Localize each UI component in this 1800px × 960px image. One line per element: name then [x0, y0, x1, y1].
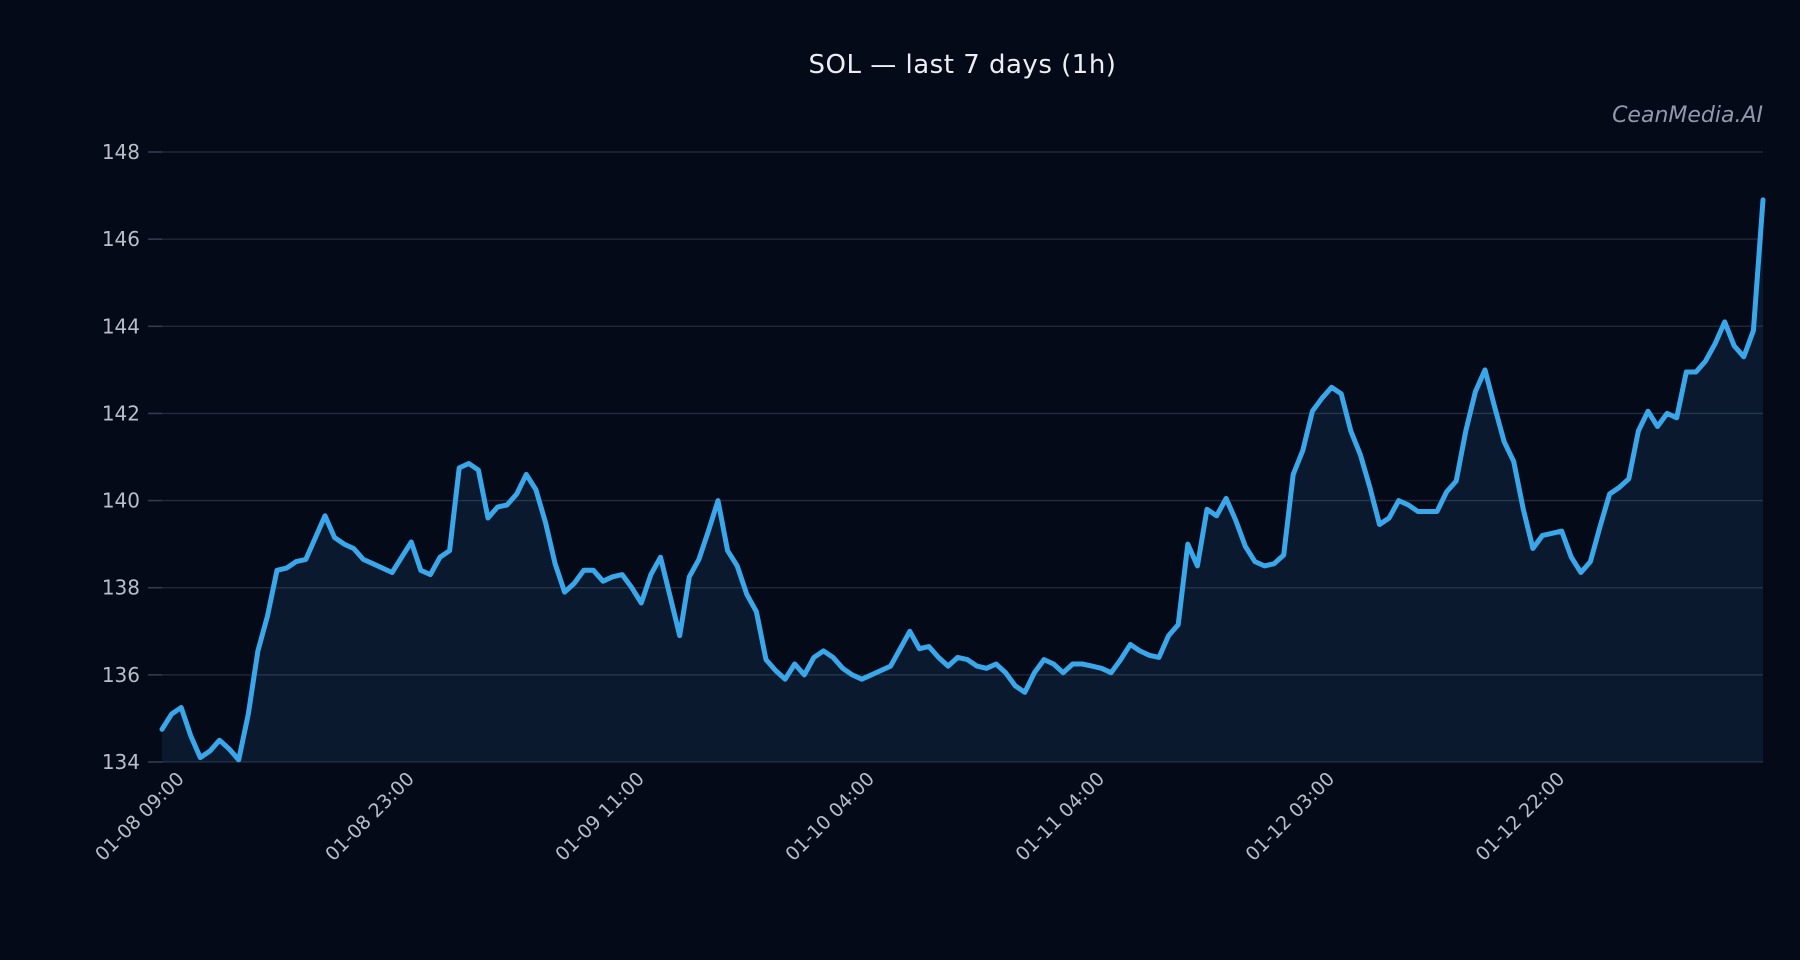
y-axis-labels: 134 136 138 140 142 144 146 148 — [102, 140, 140, 774]
y-axis-label: 136 — [102, 663, 140, 687]
y-axis-label: 142 — [102, 401, 140, 425]
x-axis-label: 01-08 09:00 — [91, 768, 189, 866]
watermark-label: CeanMedia.AI — [1612, 103, 1763, 128]
x-axis-label: 01-12 03:00 — [1242, 768, 1340, 866]
area-fill — [162, 199, 1763, 762]
y-axis-label: 144 — [102, 314, 140, 338]
y-axis-label: 140 — [102, 489, 140, 513]
price-line — [159, 197, 1766, 763]
y-axis-label: 134 — [102, 750, 140, 774]
x-axis-label: 01-11 04:00 — [1011, 768, 1109, 866]
grid-lines — [148, 151, 1763, 763]
x-axis-label: 01-08 23:00 — [321, 768, 419, 866]
y-axis-label: 138 — [102, 576, 140, 600]
y-axis-label: 146 — [102, 227, 140, 251]
chart-title: SOL — last 7 days (1h) — [808, 50, 1117, 80]
y-axis-label: 148 — [102, 140, 140, 164]
x-axis-label: 01-12 22:00 — [1472, 768, 1570, 866]
x-axis-labels: 01-08 09:00 01-08 23:00 01-09 11:00 01-10 0… — [91, 768, 1569, 866]
x-axis-label: 01-09 11:00 — [551, 768, 649, 866]
x-axis-label: 01-10 04:00 — [781, 768, 879, 866]
